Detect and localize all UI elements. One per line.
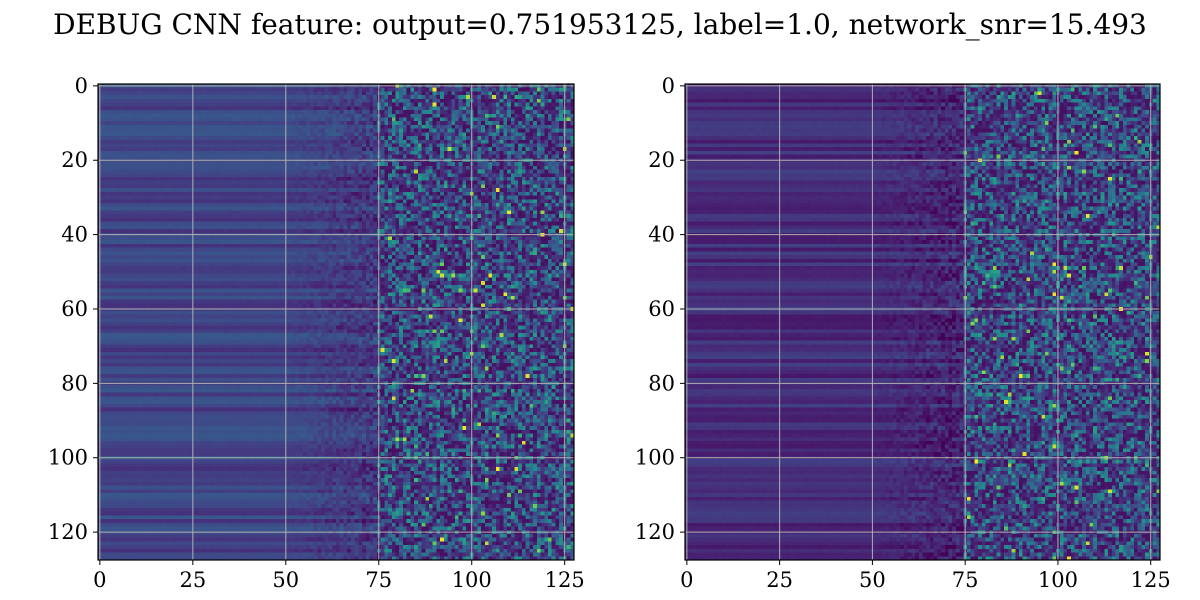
y-tick-label: 100: [48, 446, 88, 470]
y-tick-label: 100: [635, 446, 675, 470]
heatmap-panel-left: 0 25 50 75 100 125 0 20 40 60 80 100 120: [48, 74, 585, 592]
y-tick-label: 0: [662, 74, 675, 98]
x-tick-label: 125: [1131, 568, 1171, 592]
x-tick-label: 25: [766, 568, 793, 592]
heatmap-panel-right: 0 25 50 75 100 125 0 20 40 60 80 100 120: [635, 74, 1171, 592]
heatmap-cells: [98, 84, 574, 560]
x-tick-label: 25: [179, 568, 206, 592]
y-tick-label: 80: [648, 371, 675, 395]
y-tick-label: 40: [648, 223, 675, 247]
y-tick-label: 20: [61, 148, 88, 172]
axes-frame: [684, 83, 1161, 561]
y-tick-label: 120: [48, 520, 88, 544]
y-tick-label: 120: [635, 520, 675, 544]
y-tick-label: 40: [61, 223, 88, 247]
x-tick-label: 75: [365, 568, 392, 592]
figure-title: DEBUG CNN feature: output=0.751953125, l…: [53, 8, 1147, 41]
x-tick-label: 75: [952, 568, 979, 592]
heatmap-cells: [685, 84, 1160, 560]
y-tick-label: 80: [61, 371, 88, 395]
x-tick-label: 100: [452, 568, 492, 592]
x-tick-label: 125: [545, 568, 585, 592]
y-tick-label: 0: [75, 74, 88, 98]
x-tick-label: 0: [93, 568, 106, 592]
y-tick-label: 60: [648, 297, 675, 321]
y-tick-label: 60: [61, 297, 88, 321]
x-tick-label: 50: [272, 568, 299, 592]
x-tick-label: 100: [1038, 568, 1078, 592]
x-tick-label: 0: [680, 568, 693, 592]
axes-frame: [97, 83, 575, 561]
y-tick-label: 20: [648, 148, 675, 172]
x-tick-label: 50: [859, 568, 886, 592]
